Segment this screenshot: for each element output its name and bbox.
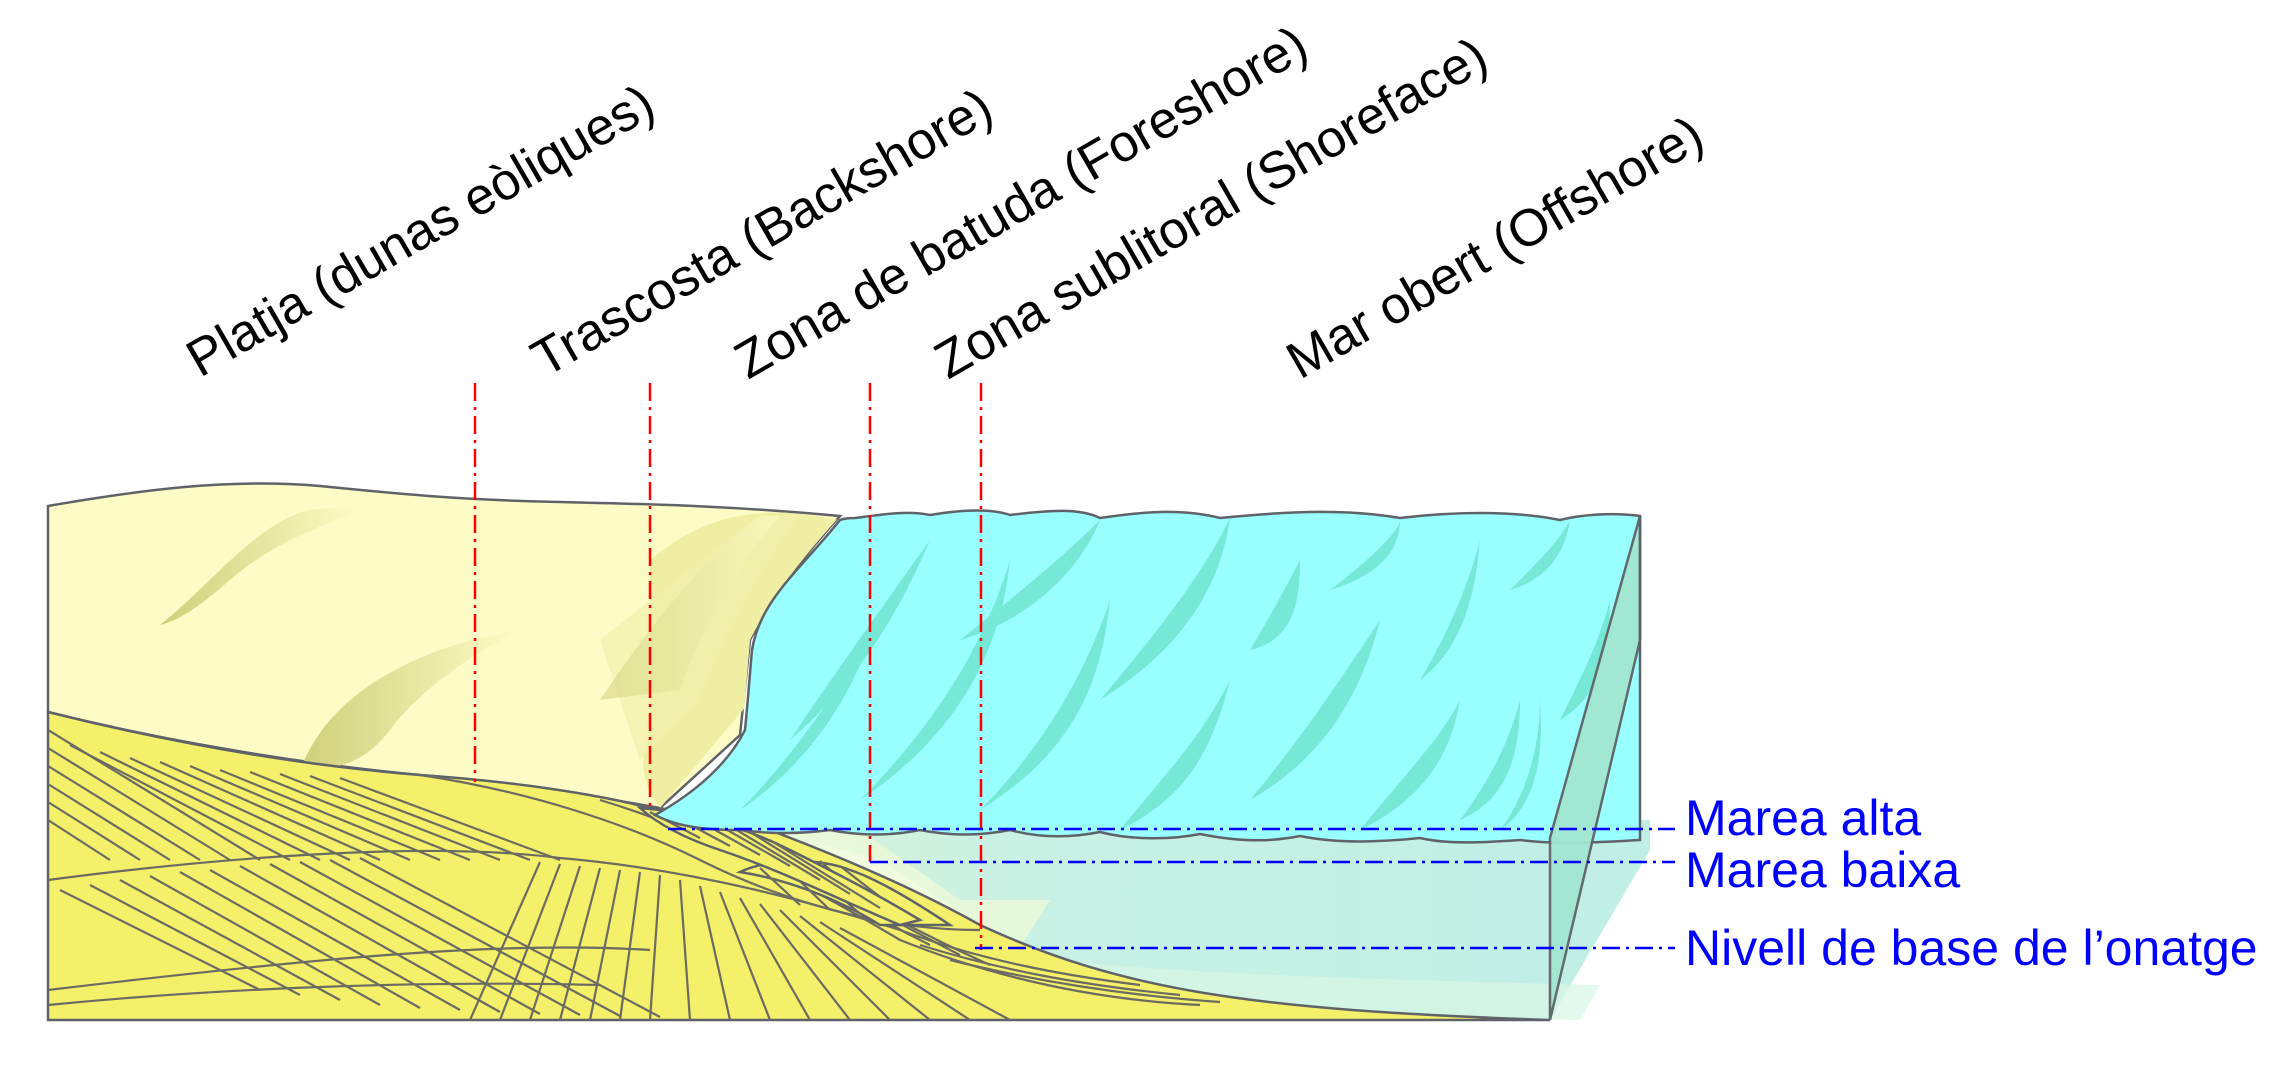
dune-slipface-2 [300,630,520,770]
label-marea-alta: Marea alta [1685,790,1921,846]
dune-slipface-1 [160,508,360,625]
zone-labels: Platja (dunas eòliques) Trascosta (Backs… [177,15,1713,390]
beach-surface [46,482,843,810]
level-labels: Marea alta Marea baixa Nivell de base de… [1685,790,2258,976]
label-marea-baixa: Marea baixa [1685,842,1960,898]
dune-slipface-3 [600,516,780,700]
zone-boundaries [473,383,983,950]
label-nivell-base: Nivell de base de l’onatge [1685,920,2258,976]
water-levels [668,827,1675,950]
water-surface [652,509,1642,1021]
